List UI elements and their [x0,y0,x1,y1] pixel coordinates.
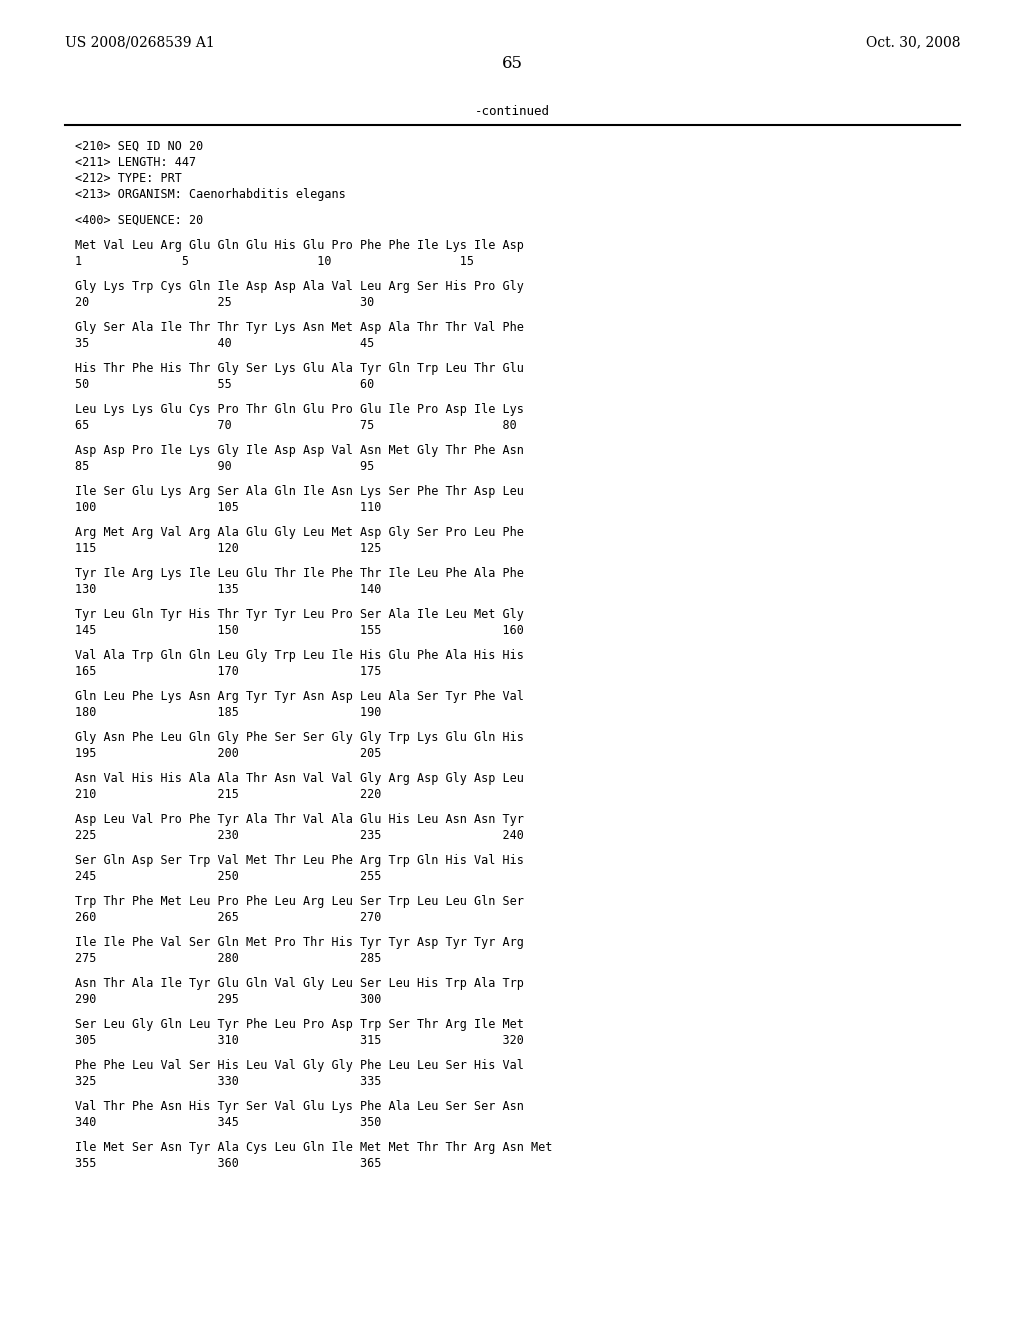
Text: US 2008/0268539 A1: US 2008/0268539 A1 [65,36,215,49]
Text: Gly Lys Trp Cys Gln Ile Asp Asp Ala Val Leu Arg Ser His Pro Gly: Gly Lys Trp Cys Gln Ile Asp Asp Ala Val … [75,280,524,293]
Text: 145                 150                 155                 160: 145 150 155 160 [75,624,524,638]
Text: 35                  40                  45: 35 40 45 [75,337,374,350]
Text: 225                 230                 235                 240: 225 230 235 240 [75,829,524,842]
Text: Asn Val His His Ala Ala Thr Asn Val Val Gly Arg Asp Gly Asp Leu: Asn Val His His Ala Ala Thr Asn Val Val … [75,772,524,785]
Text: Arg Met Arg Val Arg Ala Glu Gly Leu Met Asp Gly Ser Pro Leu Phe: Arg Met Arg Val Arg Ala Glu Gly Leu Met … [75,525,524,539]
Text: Trp Thr Phe Met Leu Pro Phe Leu Arg Leu Ser Trp Leu Leu Gln Ser: Trp Thr Phe Met Leu Pro Phe Leu Arg Leu … [75,895,524,908]
Text: Asn Thr Ala Ile Tyr Glu Gln Val Gly Leu Ser Leu His Trp Ala Trp: Asn Thr Ala Ile Tyr Glu Gln Val Gly Leu … [75,977,524,990]
Text: 245                 250                 255: 245 250 255 [75,870,381,883]
Text: 100                 105                 110: 100 105 110 [75,502,381,513]
Text: Gly Asn Phe Leu Gln Gly Phe Ser Ser Gly Gly Trp Lys Glu Gln His: Gly Asn Phe Leu Gln Gly Phe Ser Ser Gly … [75,731,524,744]
Text: 355                 360                 365: 355 360 365 [75,1158,381,1170]
Text: Ser Leu Gly Gln Leu Tyr Phe Leu Pro Asp Trp Ser Thr Arg Ile Met: Ser Leu Gly Gln Leu Tyr Phe Leu Pro Asp … [75,1018,524,1031]
Text: 50                  55                  60: 50 55 60 [75,378,374,391]
Text: Ile Ile Phe Val Ser Gln Met Pro Thr His Tyr Tyr Asp Tyr Tyr Arg: Ile Ile Phe Val Ser Gln Met Pro Thr His … [75,936,524,949]
Text: 85                  90                  95: 85 90 95 [75,459,374,473]
Text: Phe Phe Leu Val Ser His Leu Val Gly Gly Phe Leu Leu Ser His Val: Phe Phe Leu Val Ser His Leu Val Gly Gly … [75,1059,524,1072]
Text: <212> TYPE: PRT: <212> TYPE: PRT [75,172,182,185]
Text: Tyr Leu Gln Tyr His Thr Tyr Tyr Leu Pro Ser Ala Ile Leu Met Gly: Tyr Leu Gln Tyr His Thr Tyr Tyr Leu Pro … [75,609,524,620]
Text: 340                 345                 350: 340 345 350 [75,1115,381,1129]
Text: Met Val Leu Arg Glu Gln Glu His Glu Pro Phe Phe Ile Lys Ile Asp: Met Val Leu Arg Glu Gln Glu His Glu Pro … [75,239,524,252]
Text: <211> LENGTH: 447: <211> LENGTH: 447 [75,156,197,169]
Text: <213> ORGANISM: Caenorhabditis elegans: <213> ORGANISM: Caenorhabditis elegans [75,187,346,201]
Text: Ile Met Ser Asn Tyr Ala Cys Leu Gln Ile Met Met Thr Thr Arg Asn Met: Ile Met Ser Asn Tyr Ala Cys Leu Gln Ile … [75,1140,552,1154]
Text: Tyr Ile Arg Lys Ile Leu Glu Thr Ile Phe Thr Ile Leu Phe Ala Phe: Tyr Ile Arg Lys Ile Leu Glu Thr Ile Phe … [75,568,524,579]
Text: 325                 330                 335: 325 330 335 [75,1074,381,1088]
Text: <400> SEQUENCE: 20: <400> SEQUENCE: 20 [75,214,203,227]
Text: <210> SEQ ID NO 20: <210> SEQ ID NO 20 [75,140,203,153]
Text: Ser Gln Asp Ser Trp Val Met Thr Leu Phe Arg Trp Gln His Val His: Ser Gln Asp Ser Trp Val Met Thr Leu Phe … [75,854,524,867]
Text: Ile Ser Glu Lys Arg Ser Ala Gln Ile Asn Lys Ser Phe Thr Asp Leu: Ile Ser Glu Lys Arg Ser Ala Gln Ile Asn … [75,484,524,498]
Text: 65                  70                  75                  80: 65 70 75 80 [75,418,517,432]
Text: Gly Ser Ala Ile Thr Thr Tyr Lys Asn Met Asp Ala Thr Thr Val Phe: Gly Ser Ala Ile Thr Thr Tyr Lys Asn Met … [75,321,524,334]
Text: 260                 265                 270: 260 265 270 [75,911,381,924]
Text: Asp Leu Val Pro Phe Tyr Ala Thr Val Ala Glu His Leu Asn Asn Tyr: Asp Leu Val Pro Phe Tyr Ala Thr Val Ala … [75,813,524,826]
Text: 180                 185                 190: 180 185 190 [75,706,381,719]
Text: Oct. 30, 2008: Oct. 30, 2008 [865,36,961,49]
Text: 65: 65 [502,55,522,73]
Text: 115                 120                 125: 115 120 125 [75,543,381,554]
Text: -continued: -continued [474,106,550,117]
Text: Val Thr Phe Asn His Tyr Ser Val Glu Lys Phe Ala Leu Ser Ser Asn: Val Thr Phe Asn His Tyr Ser Val Glu Lys … [75,1100,524,1113]
Text: 195                 200                 205: 195 200 205 [75,747,381,760]
Text: 275                 280                 285: 275 280 285 [75,952,381,965]
Text: Asp Asp Pro Ile Lys Gly Ile Asp Asp Val Asn Met Gly Thr Phe Asn: Asp Asp Pro Ile Lys Gly Ile Asp Asp Val … [75,444,524,457]
Text: His Thr Phe His Thr Gly Ser Lys Glu Ala Tyr Gln Trp Leu Thr Glu: His Thr Phe His Thr Gly Ser Lys Glu Ala … [75,362,524,375]
Text: 290                 295                 300: 290 295 300 [75,993,381,1006]
Text: Gln Leu Phe Lys Asn Arg Tyr Tyr Asn Asp Leu Ala Ser Tyr Phe Val: Gln Leu Phe Lys Asn Arg Tyr Tyr Asn Asp … [75,690,524,704]
Text: Leu Lys Lys Glu Cys Pro Thr Gln Glu Pro Glu Ile Pro Asp Ile Lys: Leu Lys Lys Glu Cys Pro Thr Gln Glu Pro … [75,403,524,416]
Text: 20                  25                  30: 20 25 30 [75,296,374,309]
Text: 130                 135                 140: 130 135 140 [75,583,381,597]
Text: Val Ala Trp Gln Gln Leu Gly Trp Leu Ile His Glu Phe Ala His His: Val Ala Trp Gln Gln Leu Gly Trp Leu Ile … [75,649,524,663]
Text: 210                 215                 220: 210 215 220 [75,788,381,801]
Text: 165                 170                 175: 165 170 175 [75,665,381,678]
Text: 1              5                  10                  15: 1 5 10 15 [75,255,474,268]
Text: 305                 310                 315                 320: 305 310 315 320 [75,1034,524,1047]
